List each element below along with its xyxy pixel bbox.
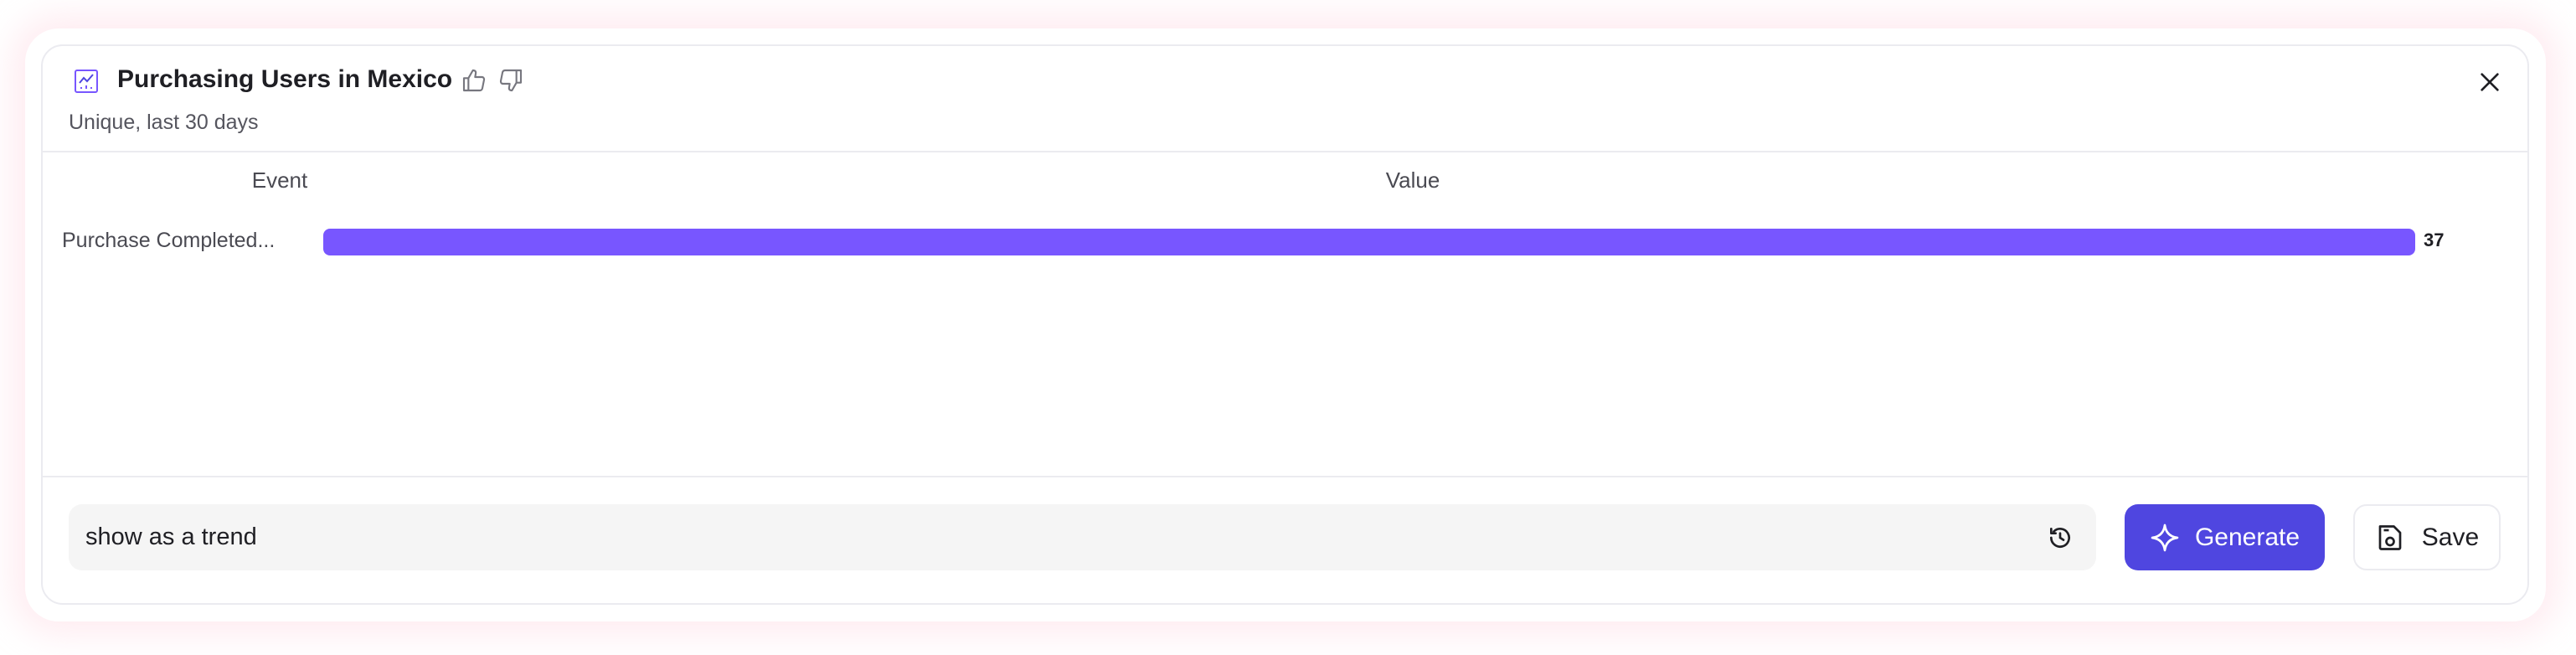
column-header-value: Value — [1385, 168, 1440, 193]
footer-divider — [43, 476, 2527, 477]
close-icon[interactable] — [2476, 69, 2503, 95]
query-input[interactable] — [69, 504, 2096, 570]
line-chart-icon — [75, 70, 98, 93]
thumbs-up-icon[interactable] — [461, 67, 487, 94]
save-button[interactable]: Save — [2353, 504, 2501, 570]
subtitle: Unique, last 30 days — [69, 111, 259, 134]
save-icon — [2378, 524, 2402, 550]
bar[interactable] — [323, 229, 2415, 255]
history-icon[interactable] — [2047, 524, 2074, 551]
sparkle-icon — [2151, 523, 2179, 551]
header-divider — [43, 151, 2527, 152]
generate-button[interactable]: Generate — [2125, 504, 2325, 570]
column-header-event: Event — [251, 168, 308, 193]
thumbs-down-icon[interactable] — [497, 67, 524, 94]
bar-value-label: 37 — [2424, 230, 2445, 250]
save-label: Save — [2421, 523, 2480, 551]
bar-label: Purchase Completed... — [62, 229, 276, 252]
generate-label: Generate — [2194, 523, 2300, 551]
page-title: Purchasing Users in Mexico — [117, 65, 453, 93]
